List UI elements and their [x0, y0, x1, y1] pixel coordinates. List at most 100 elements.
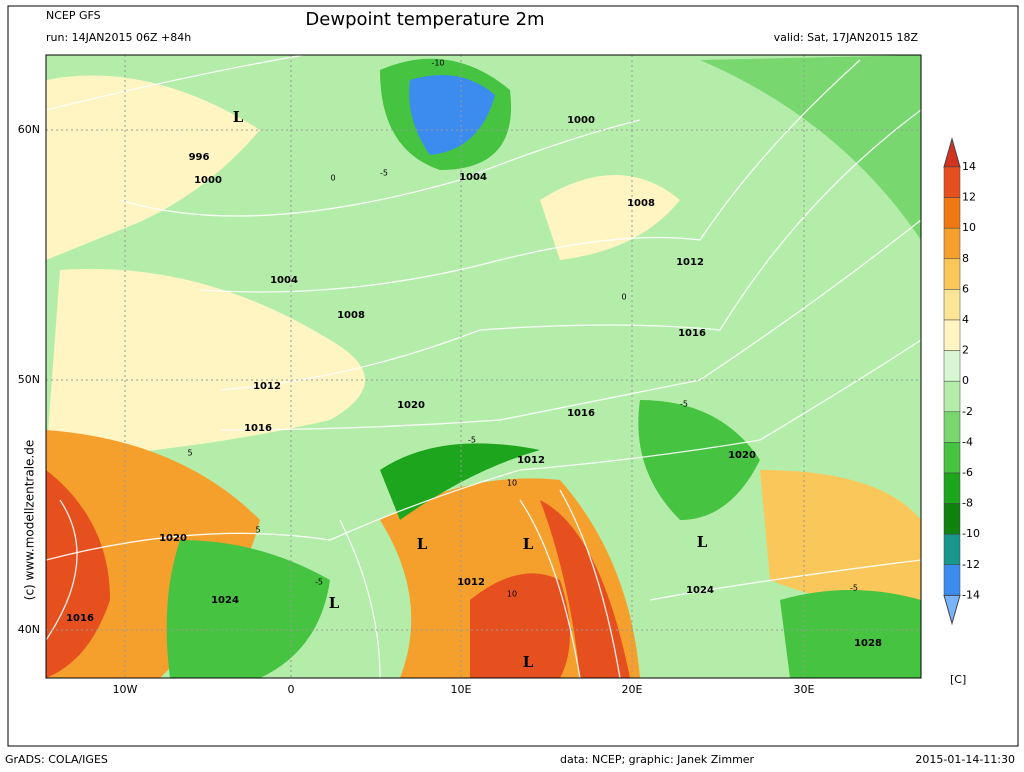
- isobar-label: 1016: [567, 408, 595, 419]
- field: [540, 175, 680, 260]
- isobar-label: 1024: [211, 595, 239, 606]
- isobar: [219, 219, 921, 431]
- field: [409, 75, 495, 155]
- frame: [7, 5, 1019, 747]
- field: [780, 590, 921, 678]
- contour-label: 5: [187, 449, 192, 458]
- isobar-label: 1012: [676, 257, 704, 268]
- isobar-label: 1000: [194, 175, 222, 186]
- field: [46, 268, 365, 460]
- model: NCEP GFS: [46, 9, 101, 22]
- color-box: [943, 594, 961, 626]
- color-box: [943, 289, 961, 321]
- isobar: [46, 499, 78, 641]
- color-box: [943, 533, 961, 566]
- isobar-label: 1012: [253, 381, 281, 392]
- isobar: [119, 119, 641, 217]
- field: [166, 540, 330, 678]
- isobar: [219, 109, 921, 391]
- low-marker: L: [233, 108, 244, 126]
- isobar-label: 1016: [244, 423, 272, 434]
- color-box: [943, 166, 961, 198]
- isobar-label: 1012: [457, 577, 485, 588]
- isobar-label: 1004: [270, 275, 298, 286]
- contour-label: -5: [468, 436, 476, 445]
- colorbar-tick-label: 6: [962, 282, 969, 295]
- isobar-label: 1020: [728, 450, 756, 461]
- isobar: [46, 339, 921, 561]
- lon-label: 20E: [622, 683, 643, 696]
- colorbar-tick-label: -14: [962, 588, 980, 601]
- color-box: [943, 319, 961, 351]
- color-box: [943, 227, 961, 260]
- isobar-label: 1008: [627, 198, 655, 209]
- title: Dewpoint temperature 2m: [305, 9, 544, 30]
- software: GrADS: COLA/IGES: [5, 753, 108, 766]
- contour-label: -5: [850, 584, 858, 593]
- timestamp: 2015-01-14-11:30: [915, 753, 1015, 766]
- low-marker: L: [329, 594, 340, 612]
- color-box: [943, 503, 961, 535]
- color-box: [943, 350, 961, 382]
- map-border: [45, 54, 922, 679]
- low-marker: L: [523, 535, 534, 553]
- run: run: 14JAN2015 06Z +84h: [46, 31, 191, 44]
- contour-label: -5: [380, 169, 388, 178]
- isobar: [559, 489, 621, 678]
- color-box: [943, 137, 961, 168]
- contour-label: 10: [507, 479, 517, 488]
- isobar: [519, 499, 581, 678]
- contour-label: 10: [507, 590, 517, 599]
- colorbar-tick-label: -12: [962, 558, 980, 571]
- field: [760, 470, 921, 603]
- field: [638, 400, 760, 520]
- color-box: [943, 197, 961, 229]
- watermark: (c) www.modellzentrale.de: [23, 440, 37, 600]
- isobar-label: 1024: [686, 585, 714, 596]
- lat-label: 60N: [18, 123, 40, 136]
- isobar-label: 1008: [337, 310, 365, 321]
- field: [540, 500, 630, 678]
- isobar-label: 1020: [159, 533, 187, 544]
- isobar-label: 1000: [567, 115, 595, 126]
- isobar-label: 1012: [517, 455, 545, 466]
- contour-label: 5: [255, 526, 260, 535]
- low-marker: L: [697, 533, 708, 551]
- isobar-label: 1016: [66, 613, 94, 624]
- low-marker: L: [417, 535, 428, 553]
- isobar: [339, 519, 381, 678]
- field: [470, 573, 570, 678]
- isobar: [46, 55, 308, 111]
- contour-label: -10: [431, 59, 444, 68]
- valid: valid: Sat, 17JAN2015 18Z: [774, 31, 919, 44]
- contour-label: -5: [680, 400, 688, 409]
- colorbar: 14 12 10 8 6 4 2 0 -2 -4 -6 -8 -10 -12 -14 [C]: [943, 137, 980, 686]
- isobar: [199, 59, 861, 293]
- colorbar-tick-label: 4: [962, 313, 969, 326]
- lon-label: 0: [288, 683, 295, 696]
- color-box: [943, 472, 961, 504]
- lon-label: 10W: [113, 683, 138, 696]
- contour-label: 0: [330, 174, 335, 183]
- isobar: [649, 559, 921, 601]
- lat-label: 40N: [18, 623, 40, 636]
- axes: 60N 50N 40N 10W 0 10E 20E 30E: [18, 123, 815, 696]
- isobar-label: 1020: [397, 400, 425, 411]
- lon-label: 10E: [451, 683, 472, 696]
- contour-label: 0: [621, 293, 626, 302]
- isobar-label: 996: [189, 152, 210, 163]
- isobar-label: 1016: [678, 328, 706, 339]
- isobar-label: 1028: [854, 638, 882, 649]
- colorbar-tick-label: 10: [962, 221, 976, 234]
- colorbar-tick-label: 0: [962, 374, 969, 387]
- color-box: [943, 442, 961, 474]
- colorbar-tick-label: -6: [962, 466, 973, 479]
- low-marker: L: [523, 653, 534, 671]
- field: [46, 470, 110, 678]
- color-box: [943, 258, 961, 290]
- color-box: [943, 380, 961, 413]
- isobar-label: 1004: [459, 172, 487, 183]
- credit: data: NCEP; graphic: Janek Zimmer: [560, 753, 755, 766]
